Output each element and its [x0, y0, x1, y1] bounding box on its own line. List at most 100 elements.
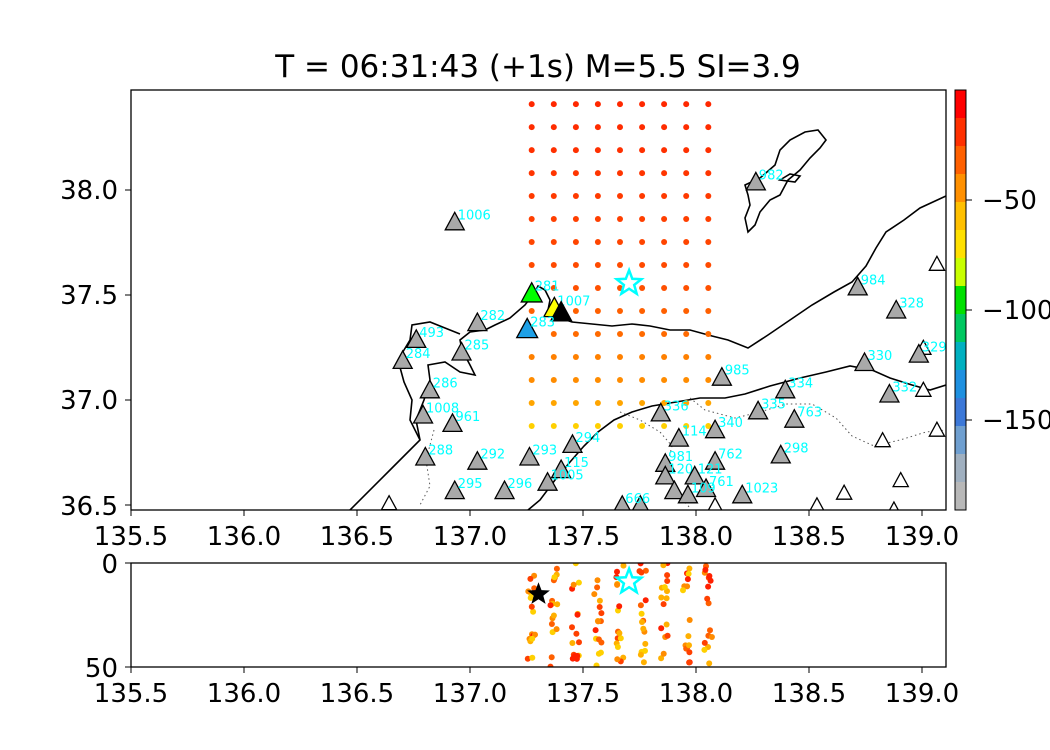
depth-point: [575, 579, 582, 586]
grid-point: [683, 423, 690, 429]
station-label: 292: [480, 448, 505, 463]
grid-point: [639, 193, 646, 199]
grid-point: [572, 400, 579, 406]
station-label: 281: [535, 280, 560, 295]
grid-point: [705, 216, 712, 222]
map-x-tick-label: 135.5: [94, 522, 168, 552]
grid-point: [661, 354, 668, 360]
grid-point: [572, 101, 579, 108]
grid-point: [639, 400, 646, 406]
map-y-tick-label: 37.0: [60, 386, 118, 416]
station-label: 109: [691, 481, 716, 496]
colorbar-segment: [955, 482, 966, 511]
depth-point: [614, 568, 620, 575]
depth-point: [547, 663, 554, 667]
depth-point: [706, 660, 713, 667]
grid-point: [617, 101, 623, 108]
grid-point: [528, 308, 535, 314]
depth-point: [616, 630, 623, 637]
grid-point: [661, 262, 668, 268]
depth-point: [705, 583, 712, 590]
grid-point: [572, 423, 579, 429]
grid-point: [617, 377, 623, 383]
grid-point: [705, 101, 712, 108]
station-label: 330: [868, 349, 893, 364]
grid-point: [594, 262, 601, 268]
depth-point: [569, 624, 575, 631]
epicenter-star-section: [527, 582, 550, 604]
depth-point: [660, 563, 667, 569]
grid-point: [683, 354, 690, 360]
grid-point: [572, 331, 579, 337]
grid-point: [594, 239, 601, 245]
station-marker: [450, 341, 473, 361]
station-label: 981: [668, 450, 693, 465]
grid-point: [683, 124, 690, 131]
grid-point: [705, 170, 712, 177]
depth-point: [529, 635, 536, 642]
section-y-tick-label: 0: [101, 550, 118, 580]
grid-point: [617, 239, 623, 245]
station-marker: [878, 383, 900, 403]
depth-point: [569, 640, 576, 646]
map-x-tick-label: 137.5: [546, 522, 620, 552]
grid-point: [594, 147, 601, 154]
station-marker: [518, 446, 541, 466]
depth-point: [572, 563, 579, 567]
grid-point: [661, 285, 668, 291]
grid-point: [550, 193, 557, 199]
depth-point: [637, 563, 644, 567]
station-label: 294: [576, 431, 601, 446]
station-label: 284: [406, 347, 431, 362]
depth-point: [637, 651, 644, 658]
grid-point: [528, 101, 535, 108]
station-label: 761: [709, 475, 734, 490]
map-x-tick-label: 136.0: [207, 522, 281, 552]
inactive-station-marker: [928, 420, 946, 437]
depth-point: [553, 626, 560, 633]
station-marker: [684, 465, 706, 485]
grid-point: [594, 354, 601, 360]
depth-point: [594, 577, 601, 584]
grid-point: [528, 354, 535, 360]
depth-point: [685, 570, 692, 577]
grid-point: [528, 377, 535, 383]
grid-point: [594, 308, 601, 314]
grid-point: [683, 216, 690, 222]
depth-point: [548, 621, 555, 627]
map-x-axis: 135.5 136.0 136.5 137.0 137.5 138.0 138.…: [94, 510, 959, 552]
station-marker: [711, 366, 733, 386]
grid-point: [528, 262, 535, 268]
grid-point: [572, 147, 579, 154]
station-label: 763: [797, 406, 822, 421]
grid-point: [705, 400, 712, 406]
depth-point: [528, 603, 535, 610]
map-x-tick-label: 138.5: [772, 522, 846, 552]
grid-point: [639, 308, 646, 314]
grid-point: [550, 423, 557, 429]
section-x-tick-label: 138.0: [659, 679, 733, 709]
depth-point: [707, 627, 713, 634]
grid-point: [572, 170, 579, 177]
grid-point: [661, 308, 668, 314]
depth-point: [663, 621, 670, 628]
depth-point: [548, 654, 555, 661]
border-3: [689, 397, 946, 447]
depth-point: [686, 659, 693, 666]
colorbar-gradient: [955, 90, 966, 511]
coastline-peninsula-west: [397, 321, 461, 441]
grid-point: [705, 377, 712, 383]
station-marker: [668, 427, 690, 447]
triggered-station-marker: [515, 317, 539, 339]
grid-point: [617, 400, 623, 406]
depth-point: [686, 565, 693, 572]
grid-point: [550, 400, 557, 406]
depth-point: [637, 602, 644, 609]
depth-point: [660, 650, 667, 657]
depth-point: [708, 634, 715, 640]
grid-point: [550, 124, 557, 131]
grid-point: [528, 400, 535, 406]
map-x-tick-label: 139.0: [885, 522, 959, 552]
map-content: 1006 982 984 328 282 493 285 284 330 329 985 334 286…: [349, 101, 946, 510]
section-y-axis: 0 50: [85, 550, 131, 684]
